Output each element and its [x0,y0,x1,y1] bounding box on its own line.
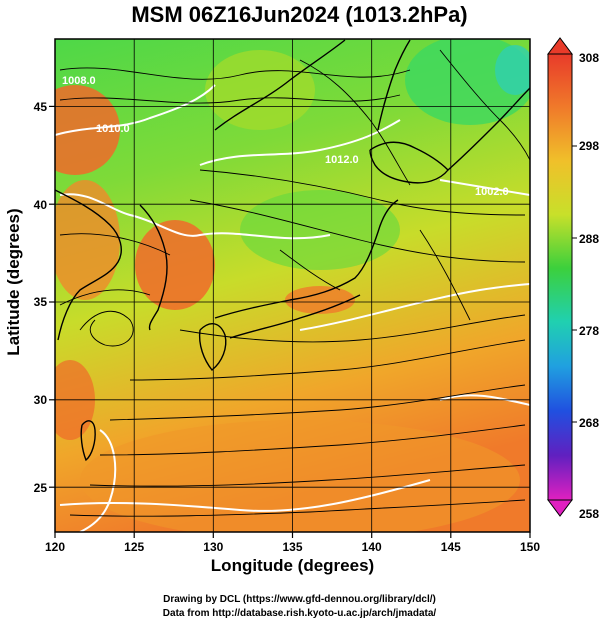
colorbar-tick-label: 278 [579,324,599,338]
streamline [439,49,530,161]
streamline [299,59,411,186]
y-tick-label: 30 [34,393,48,407]
streamline [59,94,401,104]
coastline-kuril [447,87,530,171]
streamline [69,499,526,517]
temperature-field [55,39,530,532]
x-tick-label: 150 [520,540,540,554]
contour-label: 1002.0 [475,186,509,198]
streamline [59,289,151,306]
chart-title: MSM 06Z16Jun2024 (1013.2hPa) [131,2,468,27]
x-tick-label: 140 [362,540,382,554]
y-axis-ticks [49,105,55,488]
x-tick-label: 130 [203,540,223,554]
coastline-honshu-south [229,294,361,339]
coastline-sakhalin [377,39,411,131]
isobar-contour [299,283,530,331]
streamline [59,233,171,256]
colorbar-tick-label: 258 [579,507,599,521]
credit-drawing: Drawing by DCL (https://www.gfd-dennou.o… [163,594,436,605]
wind-streamlines [59,49,530,517]
y-tick-label: 25 [34,481,48,495]
coastline-russia [214,39,346,131]
gridlines [55,39,530,532]
streamline [99,424,526,456]
isobar-contour [59,479,431,512]
colorbar-scale [547,53,573,501]
colorbar-tick-label: 268 [579,416,599,430]
streamline [199,169,526,216]
x-axis-label: Longitude (degrees) [210,556,375,575]
streamline [59,67,411,80]
isobar-contour [439,394,530,406]
colorbar-tick-label: 308 [579,51,599,65]
contour-label: 1008.0 [62,75,96,87]
colorbar: 308 298 288 278 268 258 [547,37,599,521]
isobar-contour [79,429,117,532]
credit-data: Data from http://database.rish.kyoto-u.a… [162,608,437,619]
streamline [179,314,526,343]
isobar-contours [55,84,530,532]
streamline [419,229,471,321]
x-tick-label: 135 [282,540,302,554]
colorbar-max-arrow [547,37,573,55]
coastlines [55,39,530,462]
y-tick-label: 45 [34,100,48,114]
coastline-taiwan [80,420,96,462]
x-tick-label: 125 [124,540,144,554]
isobar-contour [439,179,530,196]
coastline-korea [139,204,168,331]
x-tick-label: 120 [45,540,65,554]
streamline [109,384,526,421]
colorbar-tick-label: 298 [579,139,599,153]
streamline [129,339,526,381]
coastline-hokkaido [369,141,449,184]
y-tick-label: 35 [34,295,48,309]
streamline [279,249,341,291]
x-tick-label: 145 [441,540,461,554]
streamline [79,310,134,347]
coastline-honshu [214,199,399,319]
isobar-contour [199,119,401,166]
y-axis-label: Latitude (degrees) [4,208,23,356]
contour-label: 1012.0 [325,154,359,166]
colorbar-min-arrow [547,499,573,517]
isobar-contour [59,193,331,240]
colorbar-tick-label: 288 [579,232,599,246]
x-axis-ticks [54,532,531,538]
streamline [189,199,526,263]
streamline [89,464,526,487]
coastline-kyushu [198,323,227,371]
coastline-china [55,189,122,341]
isobar-contour [55,84,216,136]
y-tick-label: 40 [34,198,48,212]
contour-label: 1010.0 [96,123,130,135]
